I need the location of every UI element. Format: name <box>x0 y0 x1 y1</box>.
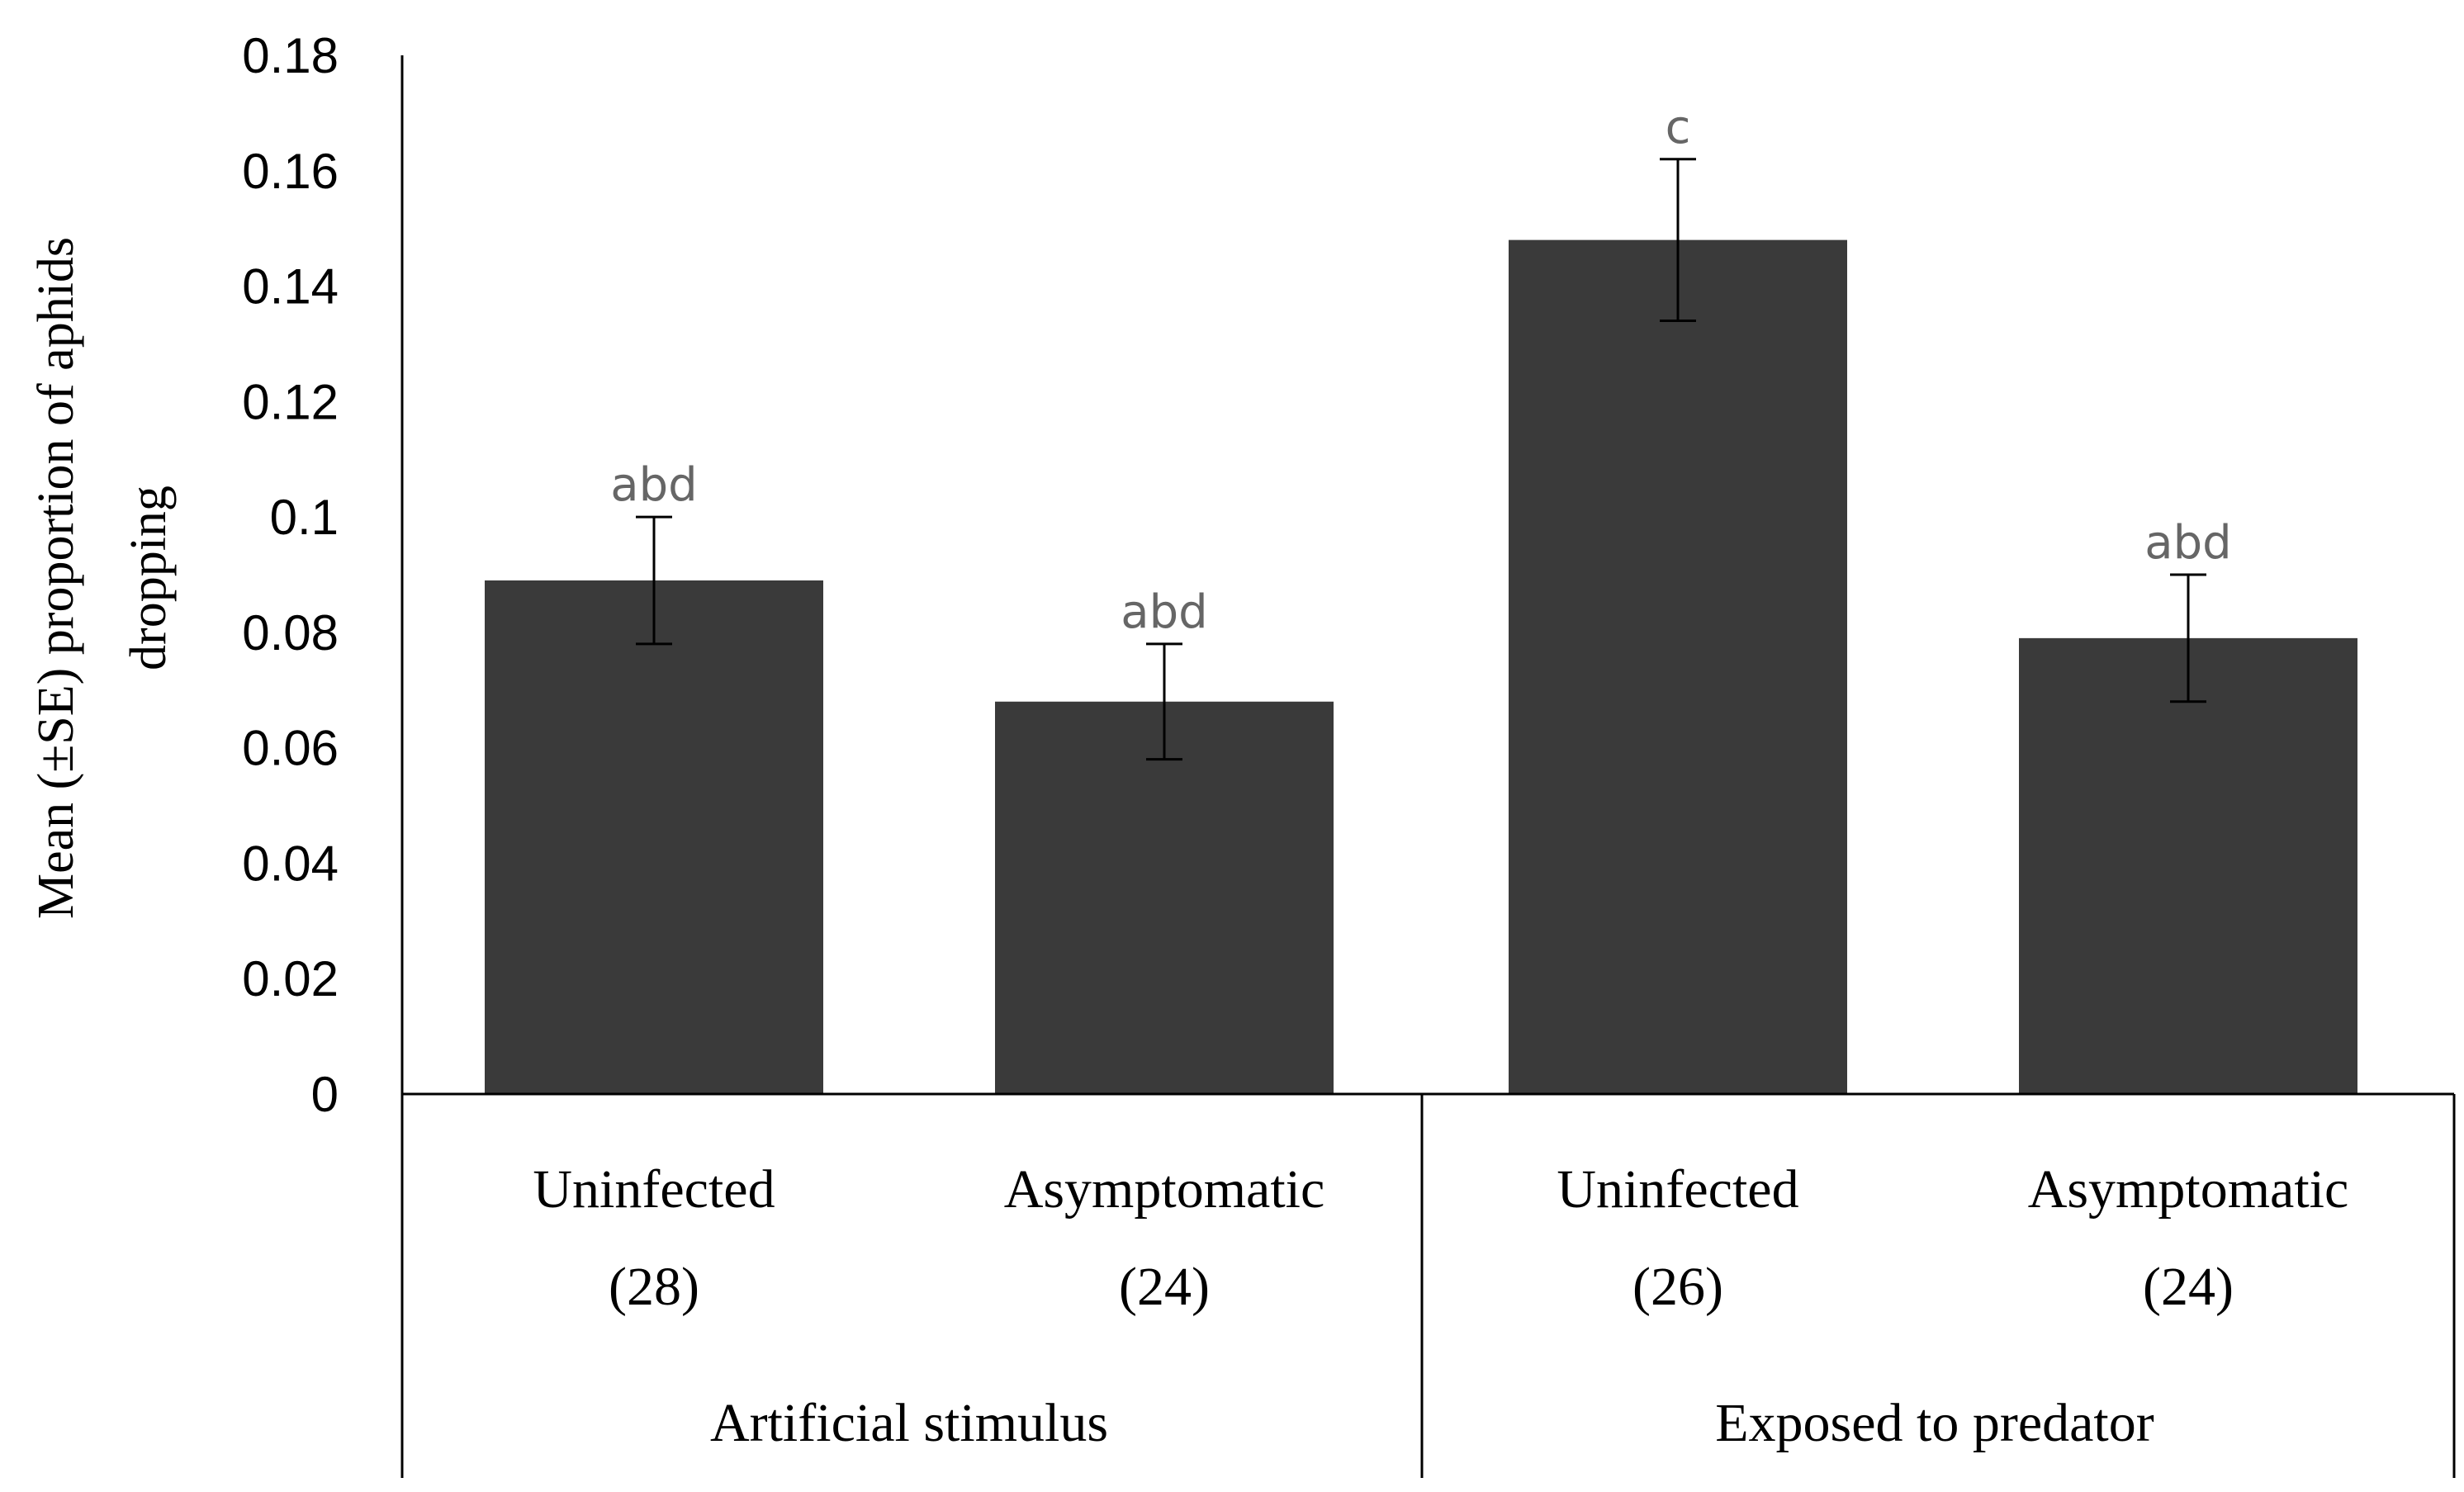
category-sample-size: (24) <box>1119 1257 1210 1317</box>
bars <box>485 239 2357 1095</box>
error-bar <box>1660 158 1696 322</box>
y-axis-title: Mean (±SE) proportion of aphids dropping <box>28 237 177 919</box>
category-sample-size: (28) <box>609 1257 699 1317</box>
group-label: Exposed to predator <box>1715 1393 2154 1453</box>
bar <box>2019 637 2357 1094</box>
y-axis-title-line: Mean (±SE) proportion of aphids <box>28 237 84 919</box>
category-label: Asymptomatic <box>2028 1159 2349 1220</box>
group-labels: Artificial stimulus Exposed to predator <box>710 1393 2154 1453</box>
category-label: Asymptomatic <box>1004 1159 1325 1220</box>
bar <box>995 701 1334 1094</box>
significance-labels: abd abd c abd <box>610 101 2231 639</box>
y-tick-label: 0 <box>311 1067 339 1122</box>
significance-label: abd <box>610 458 697 512</box>
error-bar <box>2170 573 2206 703</box>
axes <box>400 55 2456 1478</box>
y-tick-label: 0.06 <box>242 721 339 776</box>
category-label: Uninfected <box>533 1159 775 1220</box>
bar <box>485 580 823 1094</box>
significance-label: abd <box>1121 585 1207 639</box>
group-label: Artificial stimulus <box>710 1393 1108 1453</box>
category-label: Uninfected <box>1557 1159 1798 1220</box>
y-tick-label: 0.18 <box>242 28 339 83</box>
y-tick-labels: 0 0.02 0.04 0.06 0.08 0.1 0.12 0.14 0.16 0.18 <box>242 28 339 1122</box>
y-tick-label: 0.12 <box>242 374 339 429</box>
significance-label: c <box>1666 101 1691 154</box>
y-tick-label: 0.14 <box>242 259 339 315</box>
error-bars <box>636 158 2206 761</box>
y-tick-label: 0.04 <box>242 836 339 891</box>
significance-label: abd <box>2144 516 2231 570</box>
y-tick-label: 0.16 <box>242 144 339 199</box>
y-tick-label: 0.08 <box>242 605 339 661</box>
error-bar <box>1146 642 1182 761</box>
y-tick-label: 0.1 <box>270 490 339 545</box>
category-sample-size: (24) <box>2143 1257 2234 1317</box>
error-bar <box>636 515 672 646</box>
y-tick-label: 0.02 <box>242 951 339 1007</box>
category-labels: Uninfected (28) Asymptomatic (24) Uninfected… <box>533 1159 2348 1317</box>
bar <box>1509 239 1847 1095</box>
y-axis-title-line: dropping <box>121 485 177 670</box>
category-sample-size: (26) <box>1632 1257 1723 1317</box>
